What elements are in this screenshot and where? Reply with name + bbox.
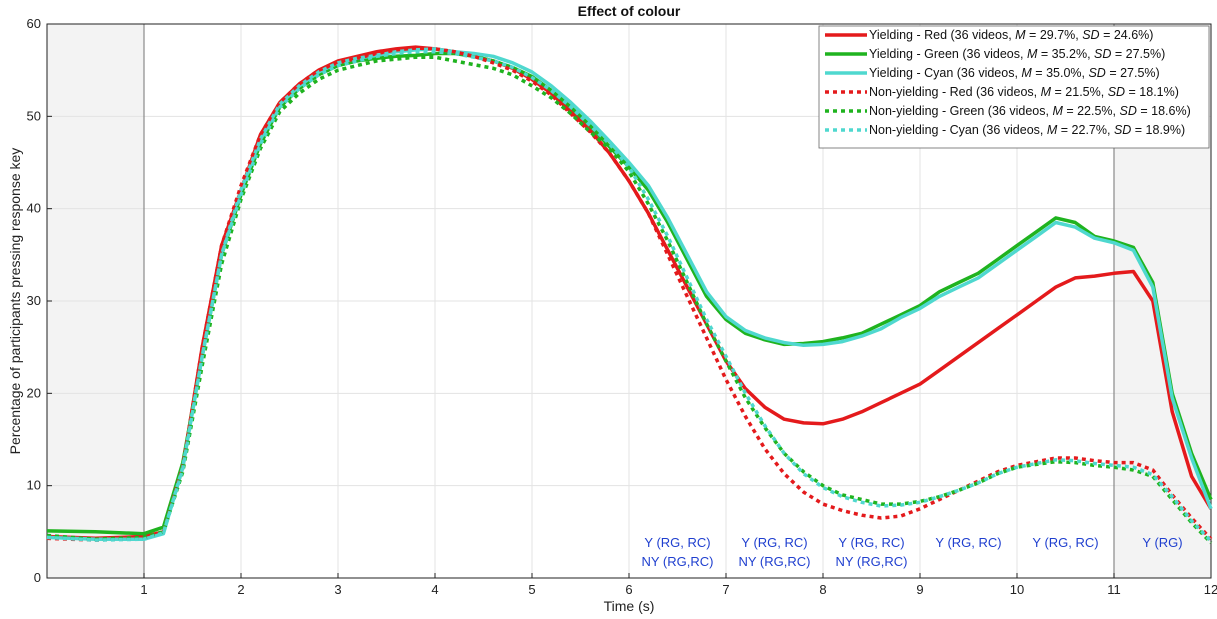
legend-entry: Non-yielding - Cyan (36 videos, M = 22.7… [869, 123, 1185, 137]
legend-entry-part: SD [1108, 85, 1125, 99]
annotation-line: Y (RG, RC) [741, 535, 807, 550]
x-tick-label: 3 [334, 582, 341, 597]
y-tick-label: 20 [27, 385, 41, 400]
y-tick-label: 30 [27, 293, 41, 308]
legend-entry-part: M [1021, 66, 1032, 80]
series-line-non-yielding-green [46, 55, 1213, 545]
legend-entry-part: = 27.5%) [1106, 66, 1160, 80]
legend-entry-part: Non-yielding - Green (36 videos, [869, 104, 1052, 118]
legend-entry-part: SD [1082, 28, 1099, 42]
annotation-3: Y (RG, RC) [935, 535, 1001, 550]
legend-entry-part: SD [1114, 123, 1131, 137]
annotation-1: Y (RG, RC) NY (RG,RC) [739, 535, 811, 569]
legend-entry-part: = 18.1%) [1125, 85, 1179, 99]
annotation-4: Y (RG, RC) [1032, 535, 1098, 550]
y-tick-label: 60 [27, 16, 41, 31]
series-line-yielding-green [46, 51, 1213, 536]
legend-entry: Yielding - Red (36 videos, M = 29.7%, SD… [869, 28, 1153, 42]
legend-entry-part: = 35.0%, [1032, 66, 1089, 80]
legend-entry-part: = 18.6%) [1137, 104, 1191, 118]
legend-entry-part: = 29.7%, [1026, 28, 1083, 42]
legend-entry: Non-yielding - Red (36 videos, M = 21.5%… [869, 85, 1179, 99]
x-tick-label: 5 [528, 582, 535, 597]
y-tick-label: 40 [27, 201, 41, 216]
x-tick-label: 7 [722, 582, 729, 597]
x-tick-label: 2 [237, 582, 244, 597]
x-tick-label: 10 [1010, 582, 1024, 597]
legend-entry-part: = 18.9%) [1131, 123, 1185, 137]
legend-entry-part: Non-yielding - Cyan (36 videos, [869, 123, 1047, 137]
legend-entry: Yielding - Green (36 videos, M = 35.2%, … [869, 47, 1165, 61]
annotation-line: Y (RG, RC) [1032, 535, 1098, 550]
legend-entry: Non-yielding - Green (36 videos, M = 22.… [869, 104, 1191, 118]
legend: Yielding - Red (36 videos, M = 29.7%, SD… [818, 25, 1210, 149]
series-line-non-yielding-red [46, 46, 1213, 542]
legend-entry-part: M [1041, 85, 1052, 99]
annotation-2: Y (RG, RC) NY (RG,RC) [836, 535, 908, 569]
legend-entry-part: = 24.6%) [1100, 28, 1154, 42]
annotation-line: NY (RG,RC) [739, 554, 811, 569]
legend-entry-part: Yielding - Green (36 videos, [869, 47, 1027, 61]
legend-entry-part: M [1015, 28, 1026, 42]
legend-entry-part: M [1047, 123, 1058, 137]
annotation-line: Y (RG) [1142, 535, 1182, 550]
annotation-line: NY (RG,RC) [836, 554, 908, 569]
legend-box [818, 25, 1210, 149]
legend-entry-part: = 35.2%, [1037, 47, 1094, 61]
legend-entry-part: SD [1094, 47, 1111, 61]
legend-entry-part: = 21.5%, [1051, 85, 1108, 99]
legend-entry: Yielding - Cyan (36 videos, M = 35.0%, S… [869, 66, 1160, 80]
x-tick-label: 8 [819, 582, 826, 597]
y-axis-label: Percentage of participants pressing resp… [7, 148, 23, 455]
legend-entry-part: M [1027, 47, 1038, 61]
x-axis-label: Time (s) [604, 598, 655, 614]
annotation-line: Y (RG, RC) [644, 535, 710, 550]
x-tick-label: 1 [140, 582, 147, 597]
legend-entry-part: SD [1088, 66, 1105, 80]
legend-entry-part: Yielding - Red (36 videos, [869, 28, 1015, 42]
y-tick-label: 50 [27, 108, 41, 123]
legend-entry-part: M [1052, 104, 1063, 118]
x-tick-label: 11 [1107, 582, 1121, 597]
y-tick-label: 10 [27, 478, 41, 493]
legend-entry-part: = 22.5%, [1063, 104, 1120, 118]
annotation-0: Y (RG, RC) NY (RG,RC) [642, 535, 714, 569]
x-tick-label: 4 [431, 582, 438, 597]
legend-entry-part: Non-yielding - Red (36 videos, [869, 85, 1041, 99]
x-tick-label: 6 [625, 582, 632, 597]
x-tick-label: 12 [1204, 582, 1217, 597]
legend-entry-part: SD [1120, 104, 1137, 118]
annotation-line: NY (RG,RC) [642, 554, 714, 569]
annotation-line: Y (RG, RC) [838, 535, 904, 550]
chart-title: Effect of colour [578, 3, 681, 19]
y-tick-label: 0 [34, 570, 41, 585]
legend-entry-part: Yielding - Cyan (36 videos, [869, 66, 1021, 80]
x-tick-label: 9 [916, 582, 923, 597]
annotation-line: Y (RG, RC) [935, 535, 1001, 550]
legend-entry-part: = 22.7%, [1057, 123, 1114, 137]
annotation-5: Y (RG) [1142, 535, 1182, 550]
legend-entry-part: = 27.5%) [1111, 47, 1165, 61]
